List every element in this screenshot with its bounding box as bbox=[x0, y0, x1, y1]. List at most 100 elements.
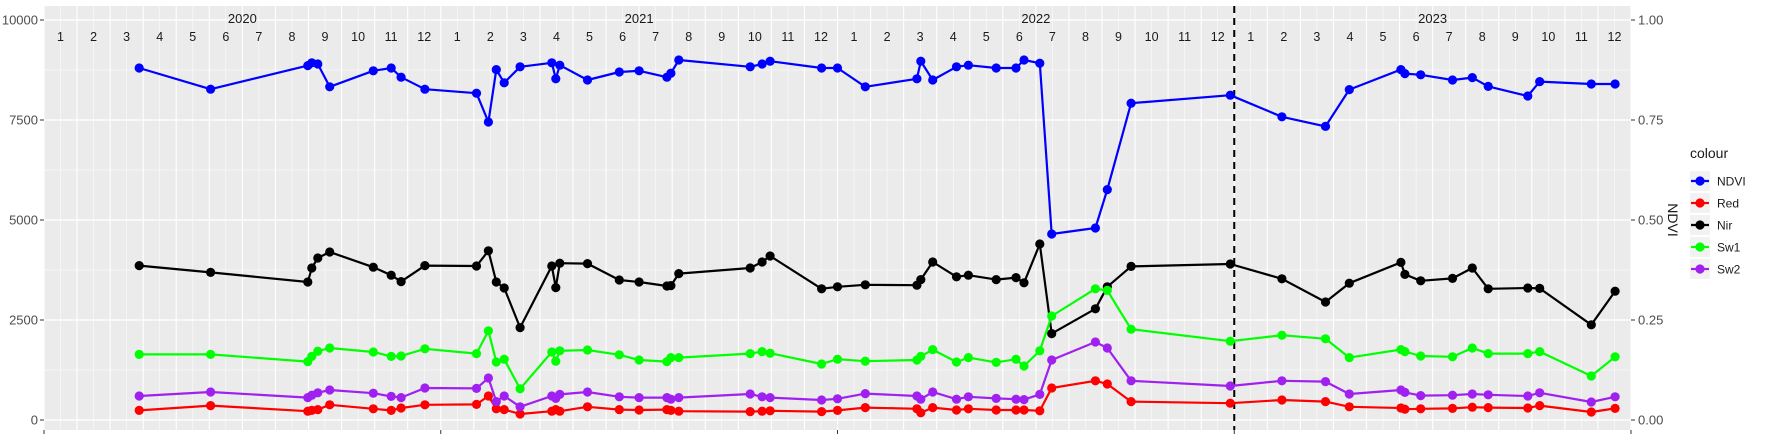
data-point-ndvi bbox=[471, 88, 482, 98]
month-label: 2 bbox=[884, 30, 891, 44]
data-point-red bbox=[499, 405, 509, 415]
data-point-nir bbox=[420, 261, 430, 271]
data-point-nir bbox=[471, 261, 482, 271]
y-right-tick-label: 0.25 bbox=[1638, 313, 1663, 328]
data-point-sw2 bbox=[368, 388, 378, 398]
data-point-nir bbox=[1400, 269, 1410, 279]
data-point-ndvi bbox=[491, 65, 501, 75]
data-point-red bbox=[991, 405, 1001, 415]
month-label: 10 bbox=[1541, 30, 1555, 44]
y-right-axis-title: NDVI bbox=[1665, 203, 1681, 236]
data-point-red bbox=[1535, 401, 1545, 411]
data-point-sw1 bbox=[1535, 347, 1545, 357]
data-point-red bbox=[1467, 402, 1477, 412]
data-point-sw1 bbox=[916, 351, 926, 361]
data-point-sw2 bbox=[1019, 395, 1029, 405]
data-point-nir bbox=[313, 253, 323, 263]
data-point-sw1 bbox=[1483, 349, 1493, 359]
data-point-ndvi bbox=[963, 60, 974, 70]
data-point-red bbox=[1011, 405, 1021, 415]
data-point-red bbox=[757, 406, 767, 416]
month-label: 4 bbox=[1346, 30, 1353, 44]
month-label: 5 bbox=[1380, 30, 1387, 44]
data-point-red bbox=[1126, 397, 1136, 407]
data-point-nir bbox=[916, 275, 926, 285]
data-point-red bbox=[1277, 395, 1287, 405]
data-point-nir bbox=[832, 282, 843, 292]
month-label: 10 bbox=[1145, 30, 1159, 44]
data-point-sw1 bbox=[1586, 371, 1596, 381]
y-right-tick-label: 0.00 bbox=[1638, 413, 1663, 428]
month-label: 2 bbox=[1280, 30, 1287, 44]
data-point-sw2 bbox=[1277, 376, 1287, 386]
month-label: 1 bbox=[851, 30, 858, 44]
data-point-red bbox=[951, 405, 962, 415]
data-point-sw2 bbox=[1344, 389, 1354, 399]
data-point-nir bbox=[1019, 278, 1029, 288]
month-label: 11 bbox=[385, 30, 398, 44]
data-point-nir bbox=[1447, 273, 1458, 283]
month-label: 6 bbox=[619, 30, 626, 44]
data-point-red bbox=[916, 408, 926, 418]
data-point-ndvi bbox=[757, 59, 767, 69]
month-label: 12 bbox=[1608, 30, 1622, 44]
data-point-ndvi bbox=[396, 72, 406, 82]
data-point-sw2 bbox=[1035, 389, 1045, 399]
data-point-ndvi bbox=[206, 84, 216, 94]
data-point-red bbox=[963, 404, 974, 414]
data-point-red bbox=[1019, 405, 1029, 415]
data-point-sw1 bbox=[551, 356, 561, 366]
data-point-sw1 bbox=[325, 343, 335, 353]
data-point-red bbox=[1610, 403, 1620, 413]
series-layer bbox=[134, 55, 1620, 419]
data-point-sw2 bbox=[1447, 390, 1458, 400]
data-point-nir bbox=[1467, 263, 1477, 273]
axes-layer: 0 2500 5000 7500 10000 0.00 0.25 0.50 0.75 1.00 ND… bbox=[2, 13, 1681, 434]
month-label: 9 bbox=[1512, 30, 1519, 44]
data-point-sw1 bbox=[1090, 284, 1100, 294]
data-point-sw2 bbox=[1090, 337, 1100, 347]
month-label: 1 bbox=[57, 30, 64, 44]
data-point-nir bbox=[307, 263, 317, 273]
data-point-nir bbox=[1277, 274, 1287, 284]
data-point-red bbox=[1523, 403, 1533, 413]
data-point-nir bbox=[303, 277, 313, 287]
data-point-sw1 bbox=[1047, 311, 1057, 321]
data-point-sw2 bbox=[765, 393, 775, 403]
data-point-sw1 bbox=[860, 356, 870, 366]
data-point-red bbox=[1047, 383, 1057, 393]
data-point-sw2 bbox=[757, 392, 767, 402]
month-label: 3 bbox=[123, 30, 130, 44]
month-label: 9 bbox=[1115, 30, 1122, 44]
data-point-sw2 bbox=[1535, 388, 1545, 398]
data-point-sw2 bbox=[745, 389, 755, 399]
data-point-nir bbox=[386, 270, 396, 280]
data-point-ndvi bbox=[551, 74, 561, 84]
data-point-sw1 bbox=[765, 348, 775, 358]
month-label: 3 bbox=[520, 30, 527, 44]
data-point-nir bbox=[928, 257, 938, 267]
data-point-nir bbox=[1416, 276, 1426, 286]
data-point-sw2 bbox=[666, 394, 676, 404]
data-point-ndvi bbox=[1277, 112, 1287, 122]
data-point-red bbox=[1344, 402, 1354, 412]
month-label: 7 bbox=[1049, 30, 1056, 44]
legend-label-red: Red bbox=[1717, 197, 1739, 211]
data-point-ndvi bbox=[745, 62, 755, 72]
data-point-nir bbox=[1535, 283, 1545, 293]
data-point-sw1 bbox=[1277, 330, 1287, 340]
month-label: 10 bbox=[351, 30, 365, 44]
data-point-nir bbox=[757, 257, 767, 267]
data-point-sw2 bbox=[1586, 397, 1596, 407]
data-point-sw2 bbox=[963, 392, 974, 402]
data-point-sw1 bbox=[928, 345, 938, 355]
data-point-nir bbox=[963, 270, 974, 280]
data-point-sw2 bbox=[206, 387, 216, 397]
data-point-red bbox=[634, 405, 644, 415]
y-left-tick-label: 10000 bbox=[2, 13, 38, 28]
data-point-red bbox=[386, 405, 396, 415]
data-point-sw2 bbox=[499, 391, 509, 401]
legend-label-sw1: Sw1 bbox=[1717, 241, 1741, 255]
month-label: 9 bbox=[322, 30, 329, 44]
